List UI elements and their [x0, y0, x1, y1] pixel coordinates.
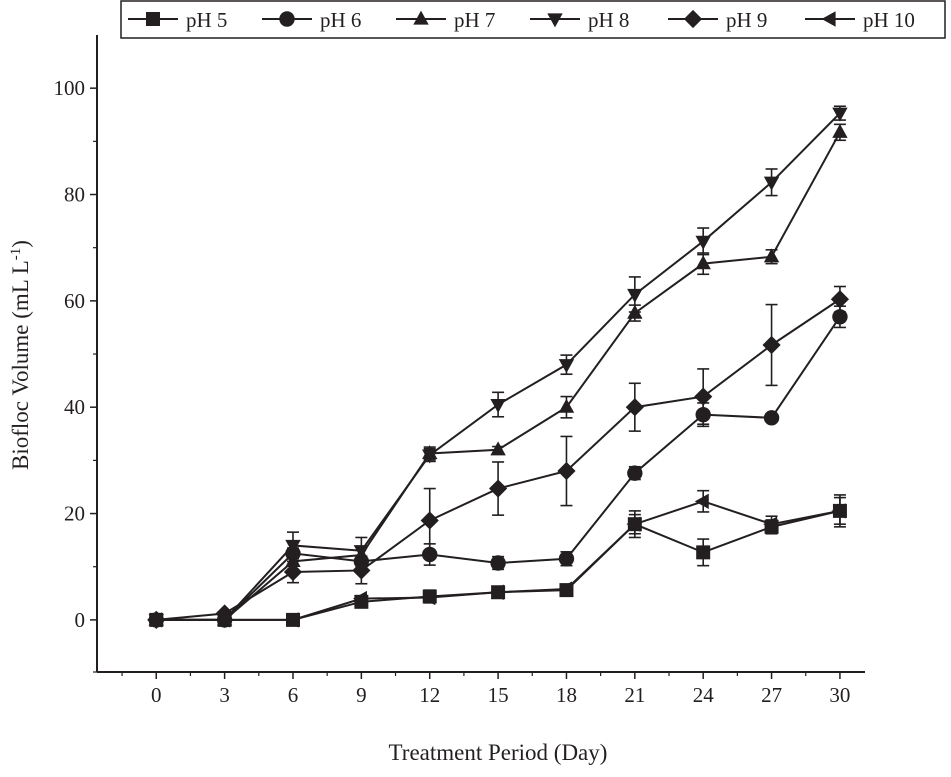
data-point — [352, 561, 371, 580]
legend-marker-diamond — [683, 9, 703, 29]
data-point — [626, 516, 641, 532]
series-line — [156, 112, 841, 621]
x-tick-label: 30 — [829, 683, 850, 707]
legend-label: pH 8 — [588, 8, 629, 32]
data-point — [284, 612, 299, 628]
series-ph-10 — [147, 489, 846, 628]
data-point — [283, 562, 303, 582]
y-tick-label: 0 — [75, 608, 86, 632]
data-point — [627, 288, 643, 303]
x-tick-label: 21 — [624, 683, 645, 707]
data-point — [832, 123, 848, 138]
y-tick-label: 80 — [64, 183, 85, 207]
x-tick-label: 6 — [288, 683, 299, 707]
y-tick-label: 40 — [64, 395, 85, 419]
legend-label: pH 9 — [726, 8, 767, 32]
legend-marker-triangle-down — [547, 13, 563, 28]
y-axis-label-superscript: -1 — [8, 248, 24, 261]
legend-marker-circle — [279, 11, 295, 27]
data-point — [763, 410, 780, 426]
series-ph-7 — [148, 123, 848, 626]
series-line — [156, 298, 841, 621]
data-point — [832, 107, 848, 122]
data-point — [694, 387, 713, 406]
data-point — [488, 479, 508, 498]
series-ph-9 — [147, 285, 850, 629]
data-point — [490, 441, 506, 456]
data-point — [831, 503, 846, 519]
data-point — [557, 461, 576, 481]
x-tick-label: 9 — [356, 683, 367, 707]
data-point — [696, 545, 711, 560]
data-point — [832, 309, 848, 325]
data-point — [830, 290, 850, 309]
x-tick-label: 15 — [488, 683, 509, 707]
legend-label: pH 5 — [186, 8, 227, 32]
data-point — [558, 359, 575, 374]
data-point — [627, 465, 643, 481]
data-point — [352, 590, 367, 607]
data-point — [285, 539, 301, 554]
y-tick-label: 20 — [64, 502, 85, 526]
legend-marker-triangle-up — [413, 10, 429, 25]
data-point — [216, 612, 231, 628]
x-tick-label: 3 — [219, 683, 230, 707]
data-point — [762, 335, 781, 355]
data-point — [695, 255, 711, 270]
data-point — [353, 545, 370, 560]
data-point — [625, 398, 644, 417]
x-tick-label: 18 — [556, 683, 577, 707]
data-point — [558, 551, 575, 567]
data-point — [421, 589, 436, 606]
legend: pH 5 pH 6 pH 7 pH 8 pH 9 pH 10 — [120, 0, 946, 39]
x-tick-label: 0 — [151, 683, 162, 707]
data-point — [694, 493, 709, 510]
data-point — [489, 584, 504, 600]
x-tick-label: 24 — [693, 683, 715, 707]
data-point — [490, 555, 506, 571]
y-tick-label: 60 — [64, 289, 85, 313]
data-point — [285, 553, 301, 568]
series-line — [156, 131, 841, 621]
axes: 0 20 40 60 80 100 0 3 6 9 12 15 18 21 24 27 30 — [54, 35, 865, 707]
legend-marker-triangle-left — [821, 11, 836, 27]
data-point — [558, 581, 573, 597]
plot-area — [147, 105, 850, 629]
x-axis-label: Treatment Period (Day) — [389, 740, 608, 765]
legend-marker-square — [146, 12, 160, 26]
y-axis-label: Biofloc Volume (mL L-1) — [8, 240, 33, 470]
legend-label: pH 6 — [320, 8, 361, 32]
data-point — [422, 546, 438, 563]
y-tick-label: 100 — [54, 76, 86, 100]
data-point — [763, 516, 778, 532]
data-point — [558, 398, 575, 413]
x-tick-label: 12 — [419, 683, 440, 707]
x-tick-label: 27 — [761, 683, 782, 707]
data-point — [695, 235, 711, 250]
data-point — [147, 612, 162, 628]
legend-label: pH 7 — [454, 8, 495, 32]
data-point — [763, 248, 780, 263]
legend-label: pH 10 — [863, 8, 915, 32]
y-axis-label-close: ) — [8, 240, 33, 248]
data-point — [422, 449, 438, 464]
data-point — [763, 176, 780, 191]
data-point — [490, 398, 506, 413]
data-point — [420, 511, 439, 530]
